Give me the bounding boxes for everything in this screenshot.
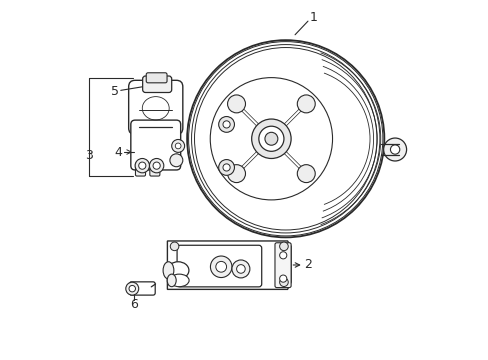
FancyBboxPatch shape bbox=[274, 243, 290, 288]
Circle shape bbox=[218, 159, 234, 175]
Circle shape bbox=[129, 285, 135, 292]
Circle shape bbox=[210, 78, 332, 200]
Circle shape bbox=[223, 164, 230, 171]
Circle shape bbox=[236, 265, 244, 273]
Text: 6: 6 bbox=[130, 298, 138, 311]
Circle shape bbox=[210, 256, 231, 278]
FancyBboxPatch shape bbox=[142, 76, 171, 93]
FancyBboxPatch shape bbox=[129, 282, 155, 295]
FancyBboxPatch shape bbox=[177, 245, 261, 287]
Circle shape bbox=[389, 145, 399, 154]
Circle shape bbox=[297, 165, 315, 183]
Circle shape bbox=[383, 138, 406, 161]
Circle shape bbox=[279, 275, 286, 282]
Polygon shape bbox=[167, 241, 290, 289]
Circle shape bbox=[125, 282, 139, 295]
Circle shape bbox=[279, 278, 287, 287]
Ellipse shape bbox=[167, 262, 188, 279]
Circle shape bbox=[223, 121, 230, 128]
FancyBboxPatch shape bbox=[135, 162, 145, 176]
Circle shape bbox=[297, 95, 315, 113]
Text: 1: 1 bbox=[309, 11, 317, 24]
Ellipse shape bbox=[163, 262, 174, 279]
Text: 5: 5 bbox=[110, 85, 119, 98]
FancyBboxPatch shape bbox=[128, 80, 183, 134]
Circle shape bbox=[279, 242, 287, 251]
Circle shape bbox=[215, 261, 226, 272]
Circle shape bbox=[264, 132, 277, 145]
Circle shape bbox=[258, 126, 284, 151]
Circle shape bbox=[227, 95, 245, 113]
Circle shape bbox=[175, 143, 181, 149]
Circle shape bbox=[169, 154, 183, 167]
Circle shape bbox=[149, 158, 163, 173]
Circle shape bbox=[135, 158, 149, 173]
Circle shape bbox=[231, 260, 249, 278]
FancyBboxPatch shape bbox=[131, 120, 180, 170]
Circle shape bbox=[139, 162, 145, 169]
FancyBboxPatch shape bbox=[149, 162, 160, 176]
Circle shape bbox=[218, 117, 234, 132]
Ellipse shape bbox=[169, 274, 189, 287]
Circle shape bbox=[171, 139, 184, 152]
Circle shape bbox=[187, 40, 384, 237]
Circle shape bbox=[170, 242, 179, 251]
Circle shape bbox=[279, 252, 286, 259]
Circle shape bbox=[153, 162, 160, 169]
Text: 4: 4 bbox=[114, 145, 122, 158]
FancyBboxPatch shape bbox=[146, 73, 167, 83]
Text: 2: 2 bbox=[304, 258, 312, 271]
Circle shape bbox=[227, 165, 245, 183]
Text: 3: 3 bbox=[85, 149, 93, 162]
Circle shape bbox=[251, 119, 290, 158]
Ellipse shape bbox=[167, 274, 176, 287]
